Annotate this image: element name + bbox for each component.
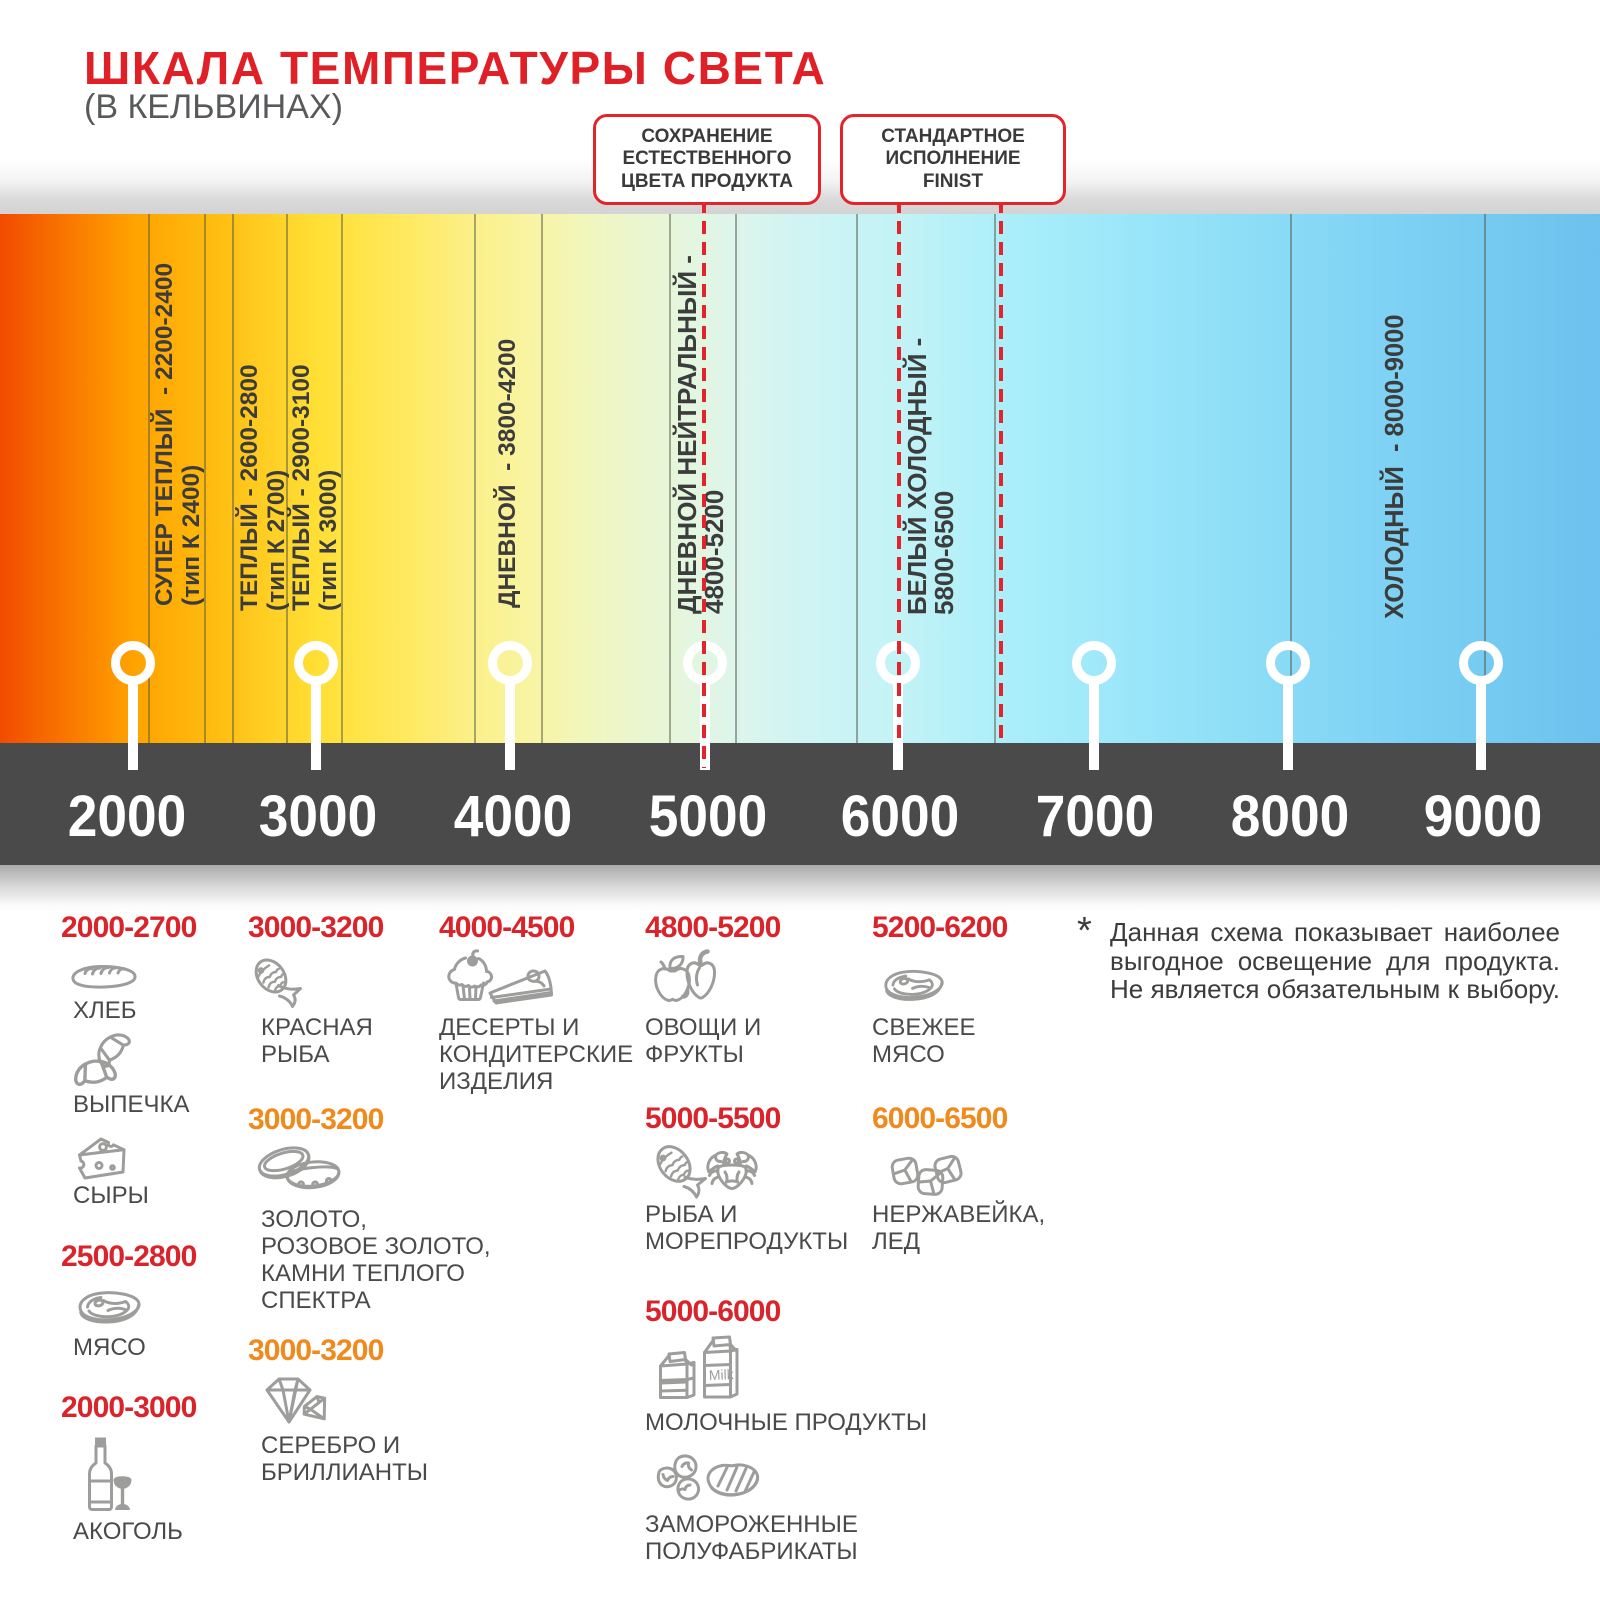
- svg-text:Milk: Milk: [709, 1366, 735, 1383]
